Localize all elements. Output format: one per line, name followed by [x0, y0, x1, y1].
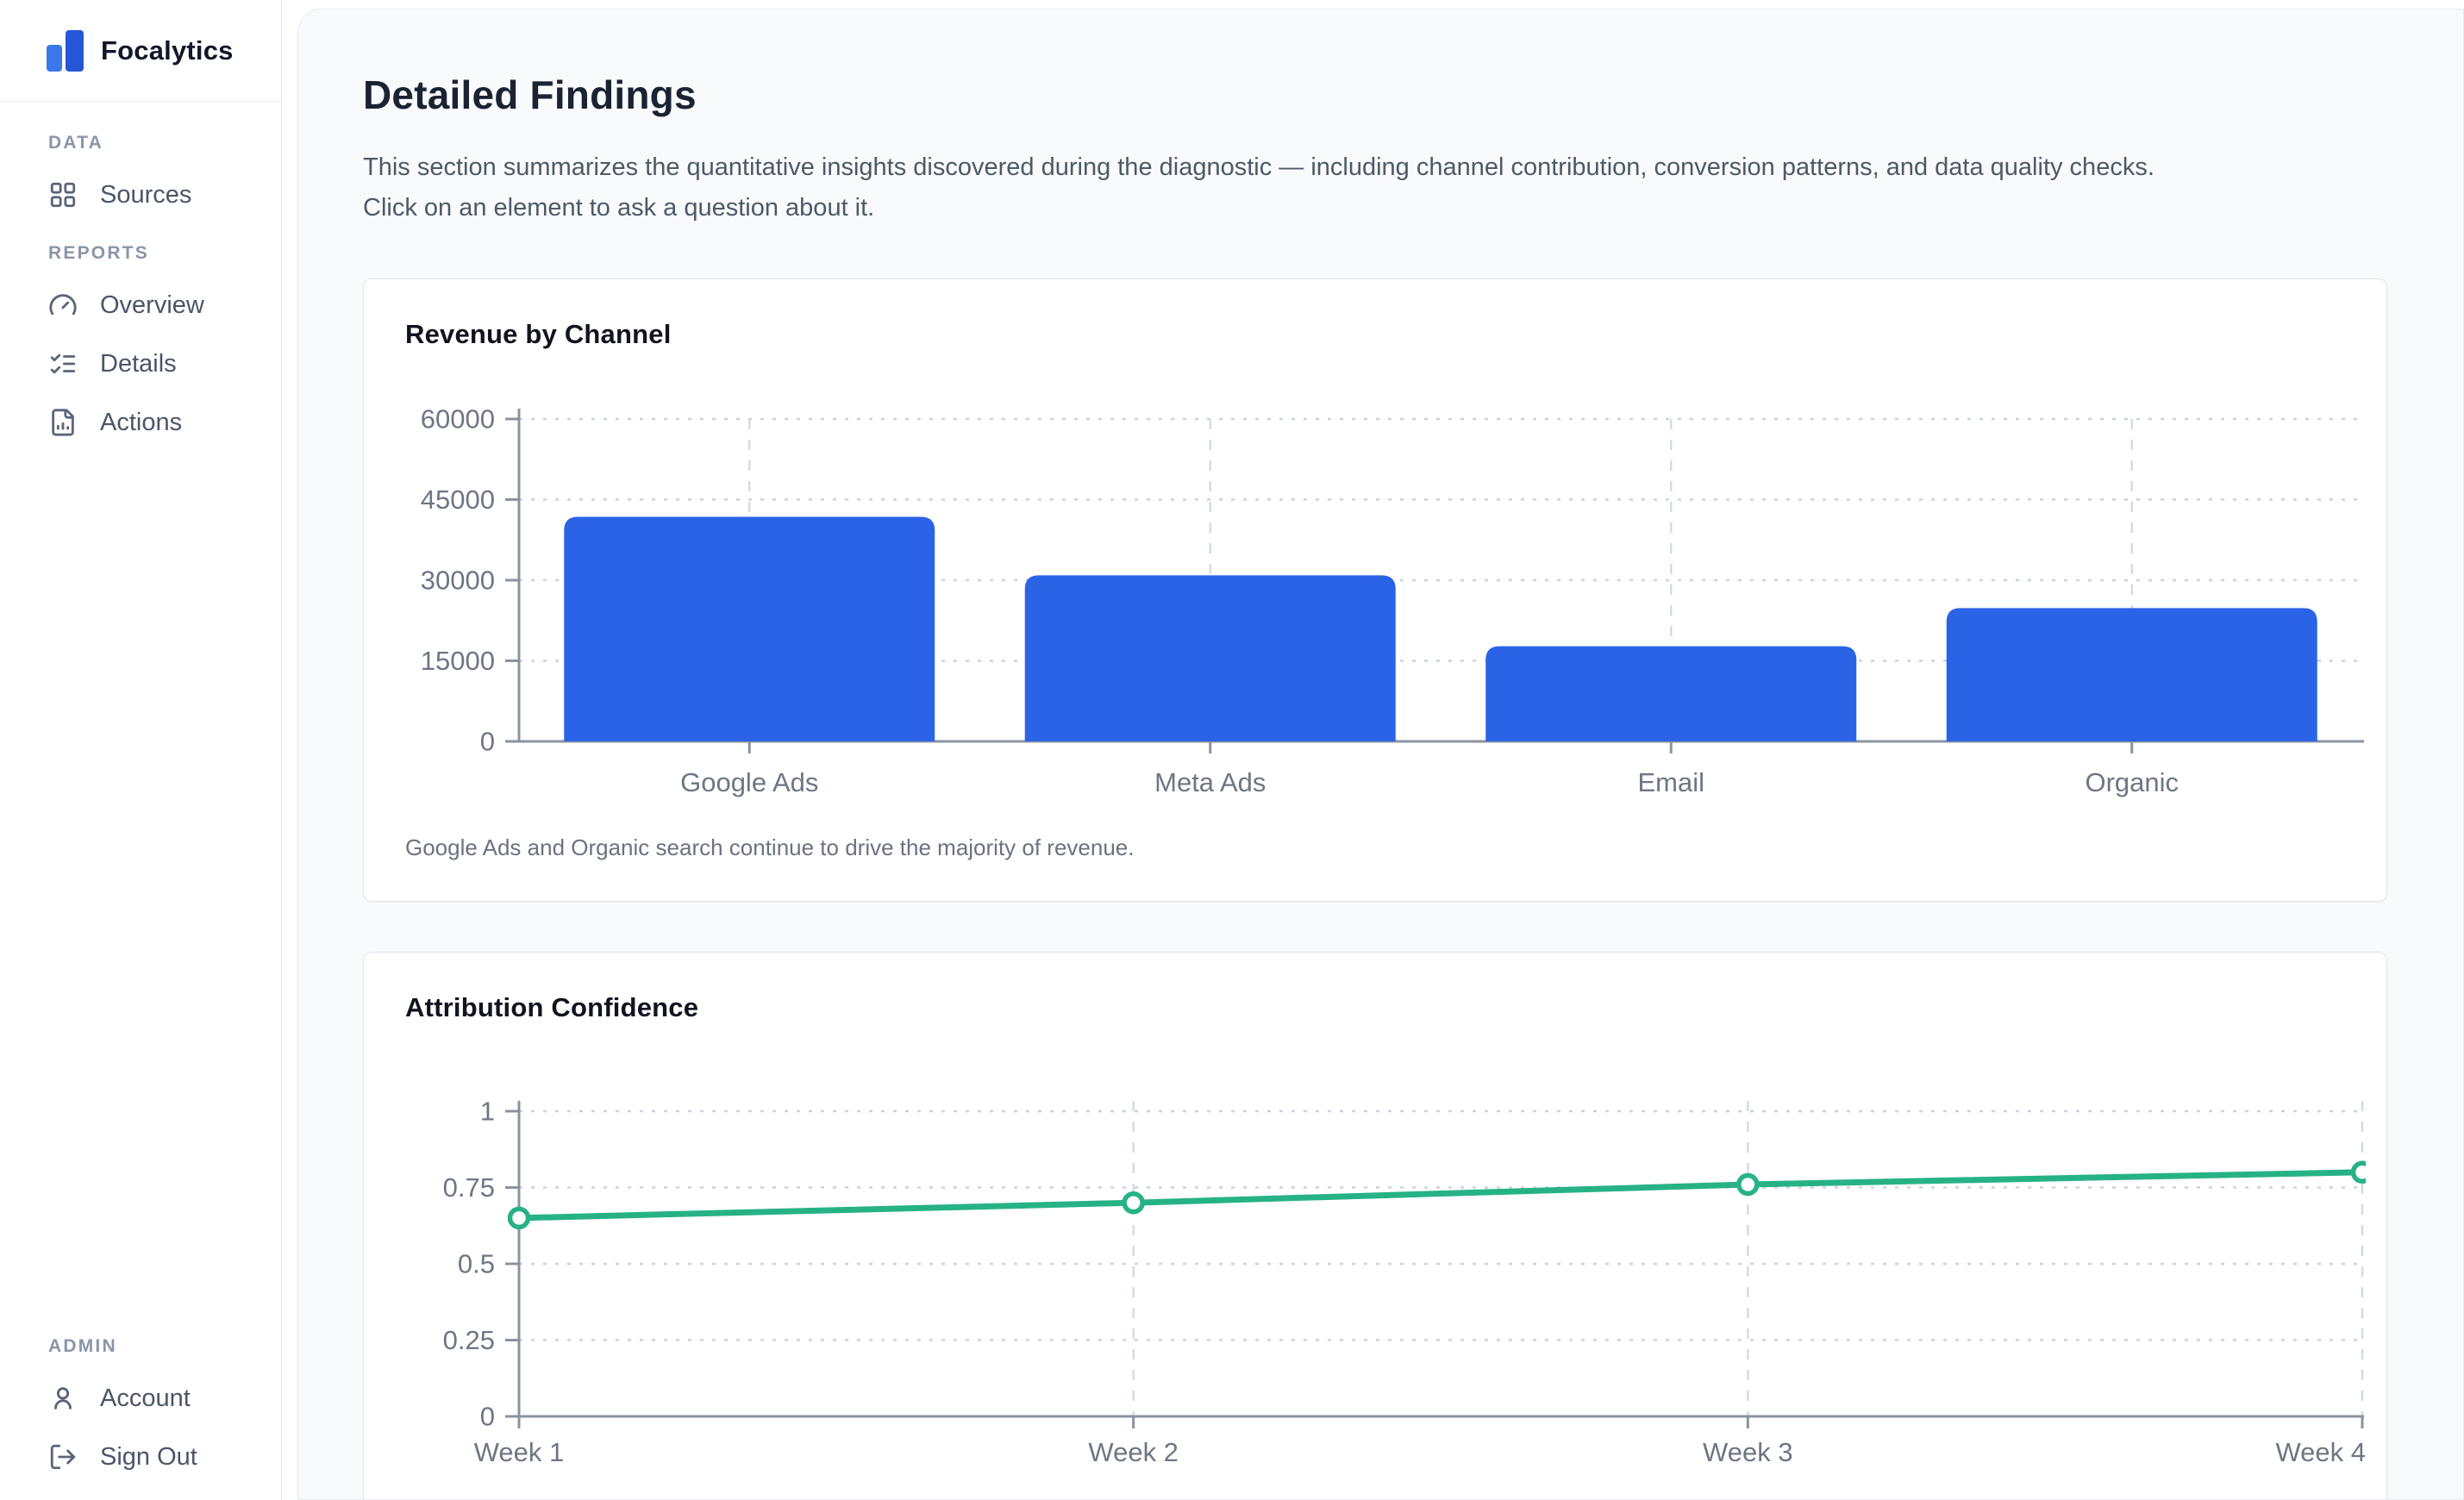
- revenue-card-caption: Google Ads and Organic search continue t…: [405, 834, 1135, 860]
- sidebar-item-label: Overview: [100, 291, 204, 319]
- sidebar-item-account[interactable]: Account: [0, 1369, 281, 1428]
- gauge-icon: [48, 291, 78, 320]
- point-week-4[interactable]: [2350, 1160, 2367, 1184]
- section-label-admin: ADMIN: [48, 1336, 117, 1356]
- revenue-by-channel-card: Revenue by Channel 0 15000 30000 45000 60000…: [363, 278, 2387, 902]
- page-description: This section summarizes the quantitative…: [363, 147, 2413, 228]
- sidebar: Focalytics DATA Sources REPORTS Overview: [0, 0, 282, 1500]
- sidebar-item-label: Sources: [100, 180, 192, 209]
- point-week-2[interactable]: [1122, 1191, 1145, 1215]
- point-week-1[interactable]: [507, 1206, 531, 1230]
- section-label-reports: REPORTS: [48, 243, 149, 263]
- section-label-data: DATA: [48, 133, 104, 153]
- attribution-confidence-card: Attribution Confidence 0 0.25 0.5 0.75 1 Week…: [363, 951, 2387, 1500]
- checklist-icon: [48, 349, 78, 378]
- y-tick-label: 45000: [421, 484, 495, 515]
- content-panel: Detailed Findings This section summarize…: [297, 9, 2464, 1500]
- app-logo-icon: [47, 29, 84, 72]
- sidebar-header: Focalytics: [0, 0, 281, 102]
- user-icon: [48, 1384, 78, 1413]
- confidence-line: [516, 1169, 2366, 1222]
- attribution-line-chart[interactable]: 0 0.25 0.5 0.75 1 Week 1 Week 2 Week 3 Week 4: [405, 1072, 2366, 1500]
- nav-section-data: DATA Sources: [0, 126, 281, 224]
- sidebar-item-actions[interactable]: Actions: [0, 393, 281, 452]
- y-tick-label: 0: [480, 1401, 495, 1431]
- x-tick-label: Week 3: [1703, 1437, 1793, 1467]
- bar-meta-ads[interactable]: [1024, 575, 1396, 741]
- nav-section-reports: REPORTS Overview Details Actions: [0, 224, 281, 452]
- logout-icon: [48, 1442, 78, 1472]
- sidebar-item-sources[interactable]: Sources: [0, 166, 281, 224]
- point-week-3[interactable]: [1736, 1172, 1760, 1197]
- main-area: Detailed Findings This section summarize…: [282, 0, 2464, 1500]
- page-title: Detailed Findings: [363, 72, 697, 117]
- y-tick-label: 0.5: [458, 1248, 495, 1278]
- sidebar-item-label: Details: [100, 349, 177, 378]
- bar-organic[interactable]: [1946, 608, 2317, 741]
- app-logo-text: Focalytics: [101, 34, 234, 66]
- sidebar-item-sign-out[interactable]: Sign Out: [0, 1428, 281, 1486]
- attribution-card-title: Attribution Confidence: [405, 991, 699, 1022]
- sidebar-item-label: Account: [100, 1384, 191, 1412]
- x-tick-label: Organic: [2085, 767, 2179, 797]
- page-description-line: This section summarizes the quantitative…: [363, 153, 2154, 181]
- x-tick-label: Week 2: [1088, 1437, 1179, 1467]
- x-tick-label: Week 1: [474, 1437, 565, 1467]
- sidebar-item-details[interactable]: Details: [0, 334, 281, 393]
- sidebar-item-label: Sign Out: [100, 1442, 197, 1471]
- sidebar-nav: DATA Sources REPORTS Overview Details: [0, 102, 281, 1500]
- y-tick-label: 15000: [421, 646, 495, 676]
- bar-google-ads[interactable]: [564, 516, 935, 741]
- x-tick-label: Email: [1637, 767, 1704, 797]
- nav-section-admin: ADMIN Account Sign Out: [0, 1317, 281, 1486]
- y-tick-label: 0: [480, 726, 495, 756]
- x-tick-label: Meta Ads: [1154, 767, 1266, 797]
- y-tick-label: 30000: [421, 565, 495, 595]
- y-tick-label: 1: [480, 1096, 495, 1126]
- page-description-line: Click on an element to ask a question ab…: [363, 193, 875, 222]
- sidebar-item-label: Actions: [100, 408, 183, 436]
- y-tick-label: 0.25: [443, 1325, 495, 1355]
- grid-icon: [48, 180, 78, 209]
- revenue-bar-chart[interactable]: 0 15000 30000 45000 60000 Google Ads Meta Ads E…: [405, 398, 2366, 812]
- y-tick-label: 0.75: [443, 1172, 495, 1203]
- y-tick-label: 60000: [421, 403, 495, 434]
- x-tick-label: Week 4: [2275, 1437, 2366, 1467]
- x-tick-label: Google Ads: [680, 767, 818, 797]
- sidebar-item-overview[interactable]: Overview: [0, 276, 281, 334]
- revenue-card-title: Revenue by Channel: [405, 318, 672, 349]
- file-chart-icon: [48, 408, 78, 437]
- bar-email[interactable]: [1485, 646, 1857, 741]
